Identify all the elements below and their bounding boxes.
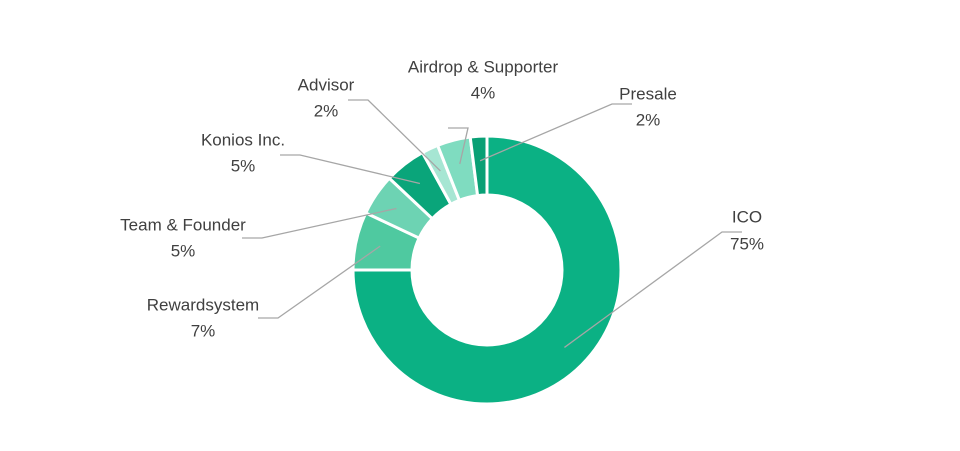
- slice-value-label: 2%: [314, 101, 339, 120]
- slice-value-label: 4%: [471, 83, 496, 102]
- slice-label: Team & Founder: [120, 215, 246, 234]
- slice-label: Rewardsystem: [147, 295, 259, 314]
- leader-line: [448, 127, 469, 165]
- leader-line: [348, 99, 441, 172]
- slice-value-label: 7%: [191, 321, 216, 340]
- slice-label: Konios Inc.: [201, 130, 285, 149]
- leader-line: [258, 245, 381, 319]
- leader-line: [280, 154, 421, 185]
- slice-value-label: 5%: [171, 241, 196, 260]
- slice-label: Advisor: [298, 75, 355, 94]
- donut-slice: [468, 134, 489, 198]
- leader-line: [479, 103, 632, 162]
- slice-value-label: 5%: [231, 156, 256, 175]
- slice-value-label: 2%: [636, 110, 661, 129]
- leader-line: [242, 207, 397, 239]
- leader-line: [564, 231, 742, 348]
- slice-label: ICO: [732, 207, 762, 226]
- slice-label: Presale: [619, 84, 677, 103]
- slice-value-label: 75%: [730, 234, 764, 253]
- slice-label: Airdrop & Supporter: [408, 57, 559, 76]
- donut-slice: [351, 134, 623, 406]
